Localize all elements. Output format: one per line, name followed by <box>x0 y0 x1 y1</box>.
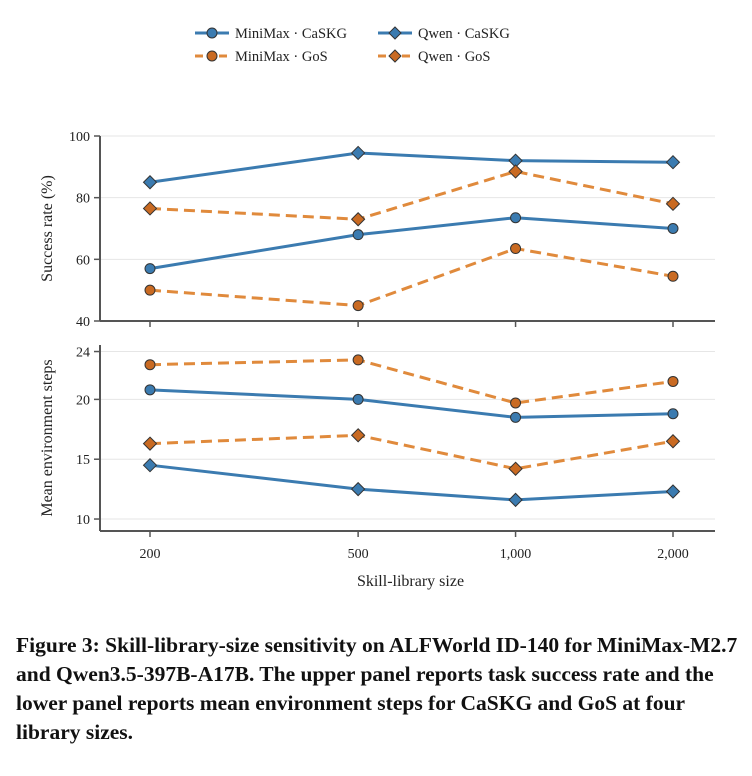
point-steps-qwen-caskg-500 <box>350 481 366 497</box>
point-steps-minimax-caskg-500 <box>352 393 364 405</box>
x-tick-label-2000: 2,000 <box>657 547 689 562</box>
point-steps-qwen-gos-500 <box>350 428 366 443</box>
point-steps-qwen-caskg-200 <box>142 457 158 473</box>
point-success-minimax-caskg-1000 <box>510 212 522 224</box>
series-line-steps-minimax-gos <box>149 358 674 405</box>
point-steps-minimax-caskg-200 <box>144 384 156 396</box>
point-steps-minimax-caskg-2000 <box>667 408 679 420</box>
y-tick-label-success-40: 40 <box>76 315 90 330</box>
x-axis-label: Skill-library size <box>357 573 464 590</box>
point-steps-minimax-gos-1000 <box>510 397 522 409</box>
series-line-success-qwen-gos <box>149 169 674 221</box>
x-tick-label-1000: 1,000 <box>500 547 532 562</box>
point-success-minimax-caskg-500 <box>352 229 364 241</box>
y-tick-label-steps-10: 10 <box>76 513 90 528</box>
series-line-success-minimax-gos <box>149 247 674 308</box>
point-steps-qwen-gos-200 <box>142 436 158 451</box>
chart-figure: 40 60 80 100 Success rate (%) 10 15 20 24 Mean en… <box>39 26 715 590</box>
y-tick-label-steps-24: 24 <box>76 346 90 361</box>
legend-label-qwen-gos: Qwen · GoS <box>418 49 491 65</box>
series-line-success-minimax-caskg <box>149 216 674 271</box>
series-line-steps-minimax-caskg <box>149 388 674 419</box>
point-steps-minimax-caskg-1000 <box>510 411 522 423</box>
legend-marker-qwen-gos <box>388 49 402 63</box>
legend-marker-minimax-gos <box>206 50 218 62</box>
point-success-minimax-caskg-200 <box>144 263 156 275</box>
point-success-minimax-gos-1000 <box>510 243 522 255</box>
point-steps-minimax-gos-2000 <box>667 375 679 387</box>
legend-marker-minimax-caskg <box>206 27 218 39</box>
point-success-qwen-caskg-200 <box>142 175 158 190</box>
point-success-minimax-gos-500 <box>352 300 364 312</box>
legend-label-qwen-caskg: Qwen · CaSKG <box>418 26 510 42</box>
point-success-qwen-gos-500 <box>350 212 366 227</box>
legend-label-minimax-caskg: MiniMax · CaSKG <box>235 26 348 42</box>
y-tick-label-success-100: 100 <box>69 130 90 145</box>
y-tick-label-steps-20: 20 <box>76 393 90 408</box>
x-tick-label-200: 200 <box>140 547 161 562</box>
point-steps-qwen-caskg-1000 <box>508 492 523 508</box>
point-success-minimax-gos-200 <box>144 284 156 296</box>
legend-label-minimax-gos: MiniMax · GoS <box>235 49 328 65</box>
x-tick-label-500: 500 <box>348 547 369 562</box>
point-success-qwen-gos-2000 <box>665 196 681 212</box>
point-success-qwen-gos-200 <box>142 201 158 216</box>
point-success-qwen-caskg-500 <box>350 145 366 161</box>
point-success-qwen-gos-1000 <box>508 164 523 179</box>
point-steps-minimax-gos-500 <box>352 354 364 366</box>
series-line-steps-qwen-caskg <box>149 463 674 502</box>
point-steps-qwen-gos-1000 <box>508 461 523 476</box>
series-line-steps-qwen-gos <box>149 433 674 471</box>
point-steps-qwen-caskg-2000 <box>665 484 681 499</box>
point-success-minimax-gos-2000 <box>667 270 679 282</box>
legend-marker-qwen-caskg <box>388 26 402 40</box>
y-tick-label-steps-15: 15 <box>76 453 90 468</box>
y-tick-label-success-60: 60 <box>76 253 90 268</box>
point-steps-minimax-gos-200 <box>144 359 156 371</box>
point-success-minimax-caskg-2000 <box>667 223 679 234</box>
y-axis-label-success: Success rate (%) <box>39 175 56 282</box>
figure-caption: Figure 3: Skill-library-size sensitivity… <box>16 633 738 744</box>
y-axis-label-steps: Mean environment steps <box>39 359 56 516</box>
y-tick-label-success-80: 80 <box>76 192 90 207</box>
point-success-qwen-caskg-2000 <box>665 155 681 170</box>
series-line-success-qwen-caskg <box>149 151 674 184</box>
point-steps-qwen-gos-2000 <box>665 434 681 449</box>
